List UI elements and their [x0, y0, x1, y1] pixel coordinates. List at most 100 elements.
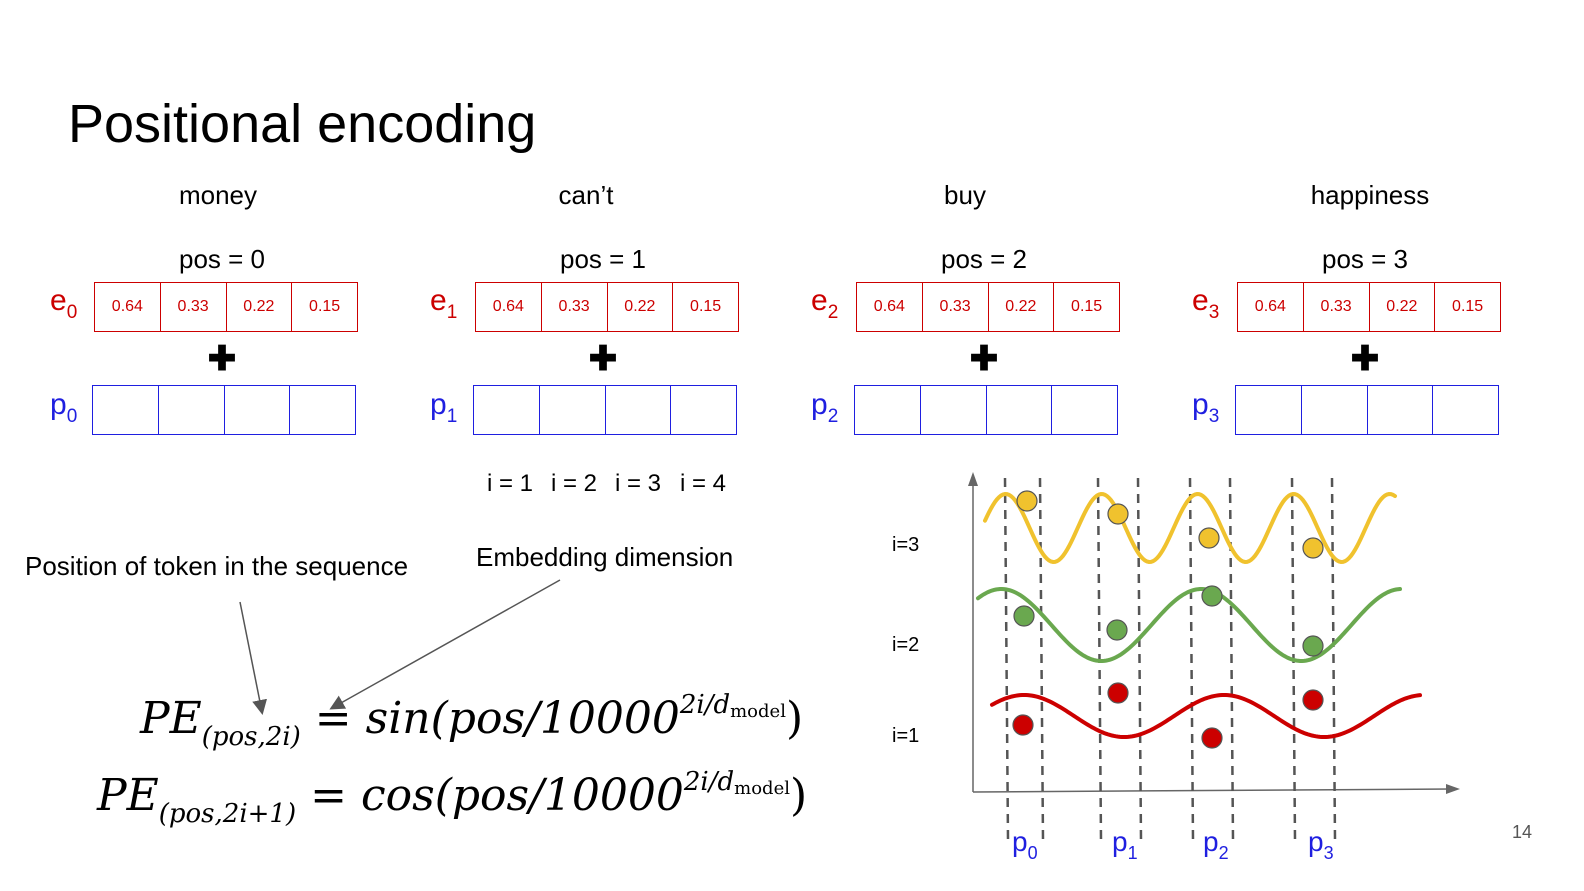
- row-label-i1: i=1: [892, 725, 920, 747]
- plot-tick-p2-base: p: [1203, 826, 1219, 857]
- formula-cos: PE(pos,2i+1) = cos(pos/100002i/dmodel): [97, 757, 807, 839]
- token-pos-2: pos = 2: [940, 244, 1027, 274]
- plus-icon: ✚: [969, 340, 999, 378]
- formula-sin-sup: 2i/d: [679, 690, 731, 720]
- embedding-label-3: e3: [1192, 286, 1219, 328]
- token-word-0: money: [178, 180, 258, 210]
- point-i3-0: [1016, 490, 1038, 512]
- positional-label-0-sub: 0: [66, 406, 78, 427]
- guide-line-1: [1038, 477, 1045, 841]
- token-word-2: buy: [944, 180, 986, 210]
- row-label-i3: i=3: [892, 534, 920, 556]
- embedding-value: 0.22: [608, 283, 674, 331]
- embedding-value: 0.64: [95, 283, 161, 331]
- plot-tick-p2: p2: [1203, 826, 1229, 864]
- positional-vector-2: [854, 385, 1118, 435]
- point-i2-3: [1302, 635, 1324, 657]
- guide-line-0: [1003, 477, 1010, 841]
- positional-cell: [1302, 386, 1368, 434]
- embedding-value: 0.15: [309, 298, 341, 315]
- embedding-label-0-base: e: [50, 284, 67, 317]
- point-i3-3: [1302, 537, 1324, 559]
- index-label-1: i = 1: [487, 470, 534, 497]
- embedding-label-0-sub: 0: [66, 302, 78, 323]
- position-arrow: [239, 601, 268, 715]
- plus-icon: ✚: [207, 340, 237, 378]
- formula-cos-lhs-sub: (pos,2i+1): [158, 799, 297, 829]
- embedding-label-3-base: e: [1192, 284, 1209, 317]
- embedding-label-1: e1: [430, 286, 457, 328]
- embedding-vector-3: 0.64 0.33 0.22 0.15: [1237, 282, 1501, 332]
- plot-tick-p0: p0: [1012, 826, 1038, 864]
- point-i2-0: [1013, 605, 1035, 627]
- index-label-2: i = 2: [551, 470, 598, 497]
- index-label-4: i = 4: [680, 470, 727, 497]
- formula-cos-rhs: = cos(pos/10000: [310, 770, 684, 821]
- wave-plot: [968, 472, 1460, 841]
- positional-label-1: p1: [430, 390, 457, 432]
- point-i1-0: [1012, 714, 1034, 736]
- positional-label-0: p0: [50, 390, 77, 432]
- index-label-3: i = 3: [615, 470, 662, 497]
- position-annotation: Position of token in the sequence: [25, 551, 409, 581]
- positional-label-0-base: p: [50, 388, 67, 421]
- point-i2-1: [1106, 619, 1128, 641]
- positional-vector-1: [473, 385, 737, 435]
- token-pos-3: pos = 3: [1321, 244, 1408, 274]
- formula-sin: PE(pos,2i) = sin(pos/100002i/dmodel): [140, 680, 803, 762]
- embedding-label-2-sub: 2: [827, 302, 839, 323]
- point-i3-2: [1198, 527, 1220, 549]
- embedding-value: 0.64: [476, 283, 542, 331]
- embedding-label-1-sub: 1: [446, 302, 458, 323]
- embedding-value: 0.33: [542, 283, 608, 331]
- point-i1-3: [1302, 689, 1324, 711]
- wave-i3: [983, 492, 1397, 564]
- positional-vector-0: [92, 385, 356, 435]
- embedding-value: 0.22: [227, 283, 293, 331]
- formula-sin-lhs-sub: (pos,2i): [201, 722, 301, 752]
- positional-cell: [987, 386, 1053, 434]
- positional-label-1-base: p: [430, 388, 447, 421]
- token-pos-0: pos = 0: [178, 244, 265, 274]
- positional-cell: [1236, 386, 1302, 434]
- embedding-value: 0.64: [1238, 283, 1304, 331]
- page-title: Positional encoding: [68, 94, 537, 154]
- wave-i2: [976, 587, 1402, 663]
- token-word-1: can’t: [558, 180, 614, 210]
- plot-tick-p1: p1: [1112, 826, 1138, 864]
- positional-label-3-base: p: [1192, 388, 1209, 421]
- embedding-value: 0.33: [923, 283, 989, 331]
- plot-tick-p1-sub: 1: [1127, 843, 1138, 863]
- dimension-annotation: Embedding dimension: [476, 542, 734, 572]
- point-i2-2: [1201, 585, 1223, 607]
- positional-label-2-sub: 2: [827, 406, 839, 427]
- guide-line-5: [1228, 477, 1235, 841]
- plot-tick-p1-base: p: [1112, 826, 1128, 857]
- positional-cell: [606, 386, 672, 434]
- positional-cell: [159, 386, 225, 434]
- embedding-label-3-sub: 3: [1208, 302, 1220, 323]
- embedding-label-0: e0: [50, 286, 77, 328]
- y-axis-arrow: [968, 472, 978, 486]
- row-label-i2: i=2: [892, 634, 920, 656]
- wave-i1: [990, 692, 1422, 740]
- embedding-value: 0.22: [989, 283, 1055, 331]
- positional-cell: [225, 386, 291, 434]
- positional-label-2-base: p: [811, 388, 828, 421]
- x-axis-arrow: [1446, 784, 1460, 794]
- plot-tick-p3-sub: 3: [1323, 843, 1334, 863]
- dimension-arrow: [329, 579, 561, 710]
- embedding-value: 0.22: [1370, 283, 1436, 331]
- point-i1-2: [1201, 727, 1223, 749]
- positional-cell: [1368, 386, 1434, 434]
- plus-icon: ✚: [1350, 340, 1380, 378]
- embedding-value: 0.15: [1071, 298, 1103, 315]
- embedding-value: 0.64: [857, 283, 923, 331]
- guide-line-3: [1136, 477, 1143, 841]
- formula-cos-sup: 2i/d: [683, 767, 735, 797]
- positional-cell: [540, 386, 606, 434]
- guide-line-4: [1188, 477, 1195, 841]
- formula-cos-sup-sub: model: [734, 778, 790, 799]
- token-word-3: happiness: [1310, 180, 1430, 210]
